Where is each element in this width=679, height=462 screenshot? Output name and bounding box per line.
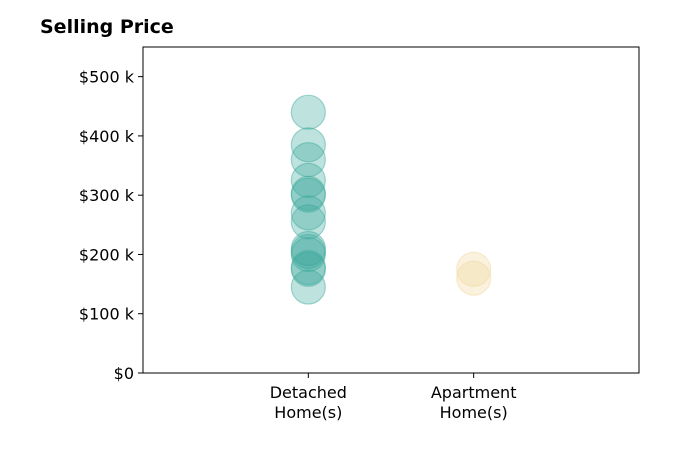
- data-point: [456, 260, 492, 296]
- y-tick-label: $300 k: [79, 186, 135, 205]
- x-tick-label: Home(s): [440, 403, 508, 422]
- data-point: [290, 204, 326, 240]
- data-point: [290, 127, 326, 163]
- data-point: [290, 249, 326, 286]
- y-tick-label: $200 k: [79, 245, 135, 264]
- data-point: [290, 195, 326, 231]
- y-tick-label: $100 k: [79, 305, 135, 324]
- data-point: [290, 269, 326, 305]
- data-point: [290, 233, 326, 270]
- data-point: [290, 142, 326, 178]
- data-point: [290, 230, 326, 267]
- data-point: [290, 236, 326, 273]
- data-point: [456, 251, 492, 287]
- data-point: [290, 162, 326, 198]
- data-point: [290, 175, 326, 212]
- x-tick-label: Apartment: [431, 383, 517, 402]
- data-point: [290, 177, 326, 213]
- x-tick-label: Home(s): [274, 403, 342, 422]
- data-point: [290, 94, 326, 130]
- data-point: [290, 251, 326, 287]
- y-tick-label: $400 k: [79, 127, 135, 146]
- y-tick-label: $500 k: [79, 68, 135, 87]
- x-tick-label: Detached: [270, 383, 347, 402]
- chart-title: Selling Price: [40, 16, 174, 38]
- y-tick-label: $0: [114, 364, 134, 383]
- plot-frame: [142, 46, 640, 374]
